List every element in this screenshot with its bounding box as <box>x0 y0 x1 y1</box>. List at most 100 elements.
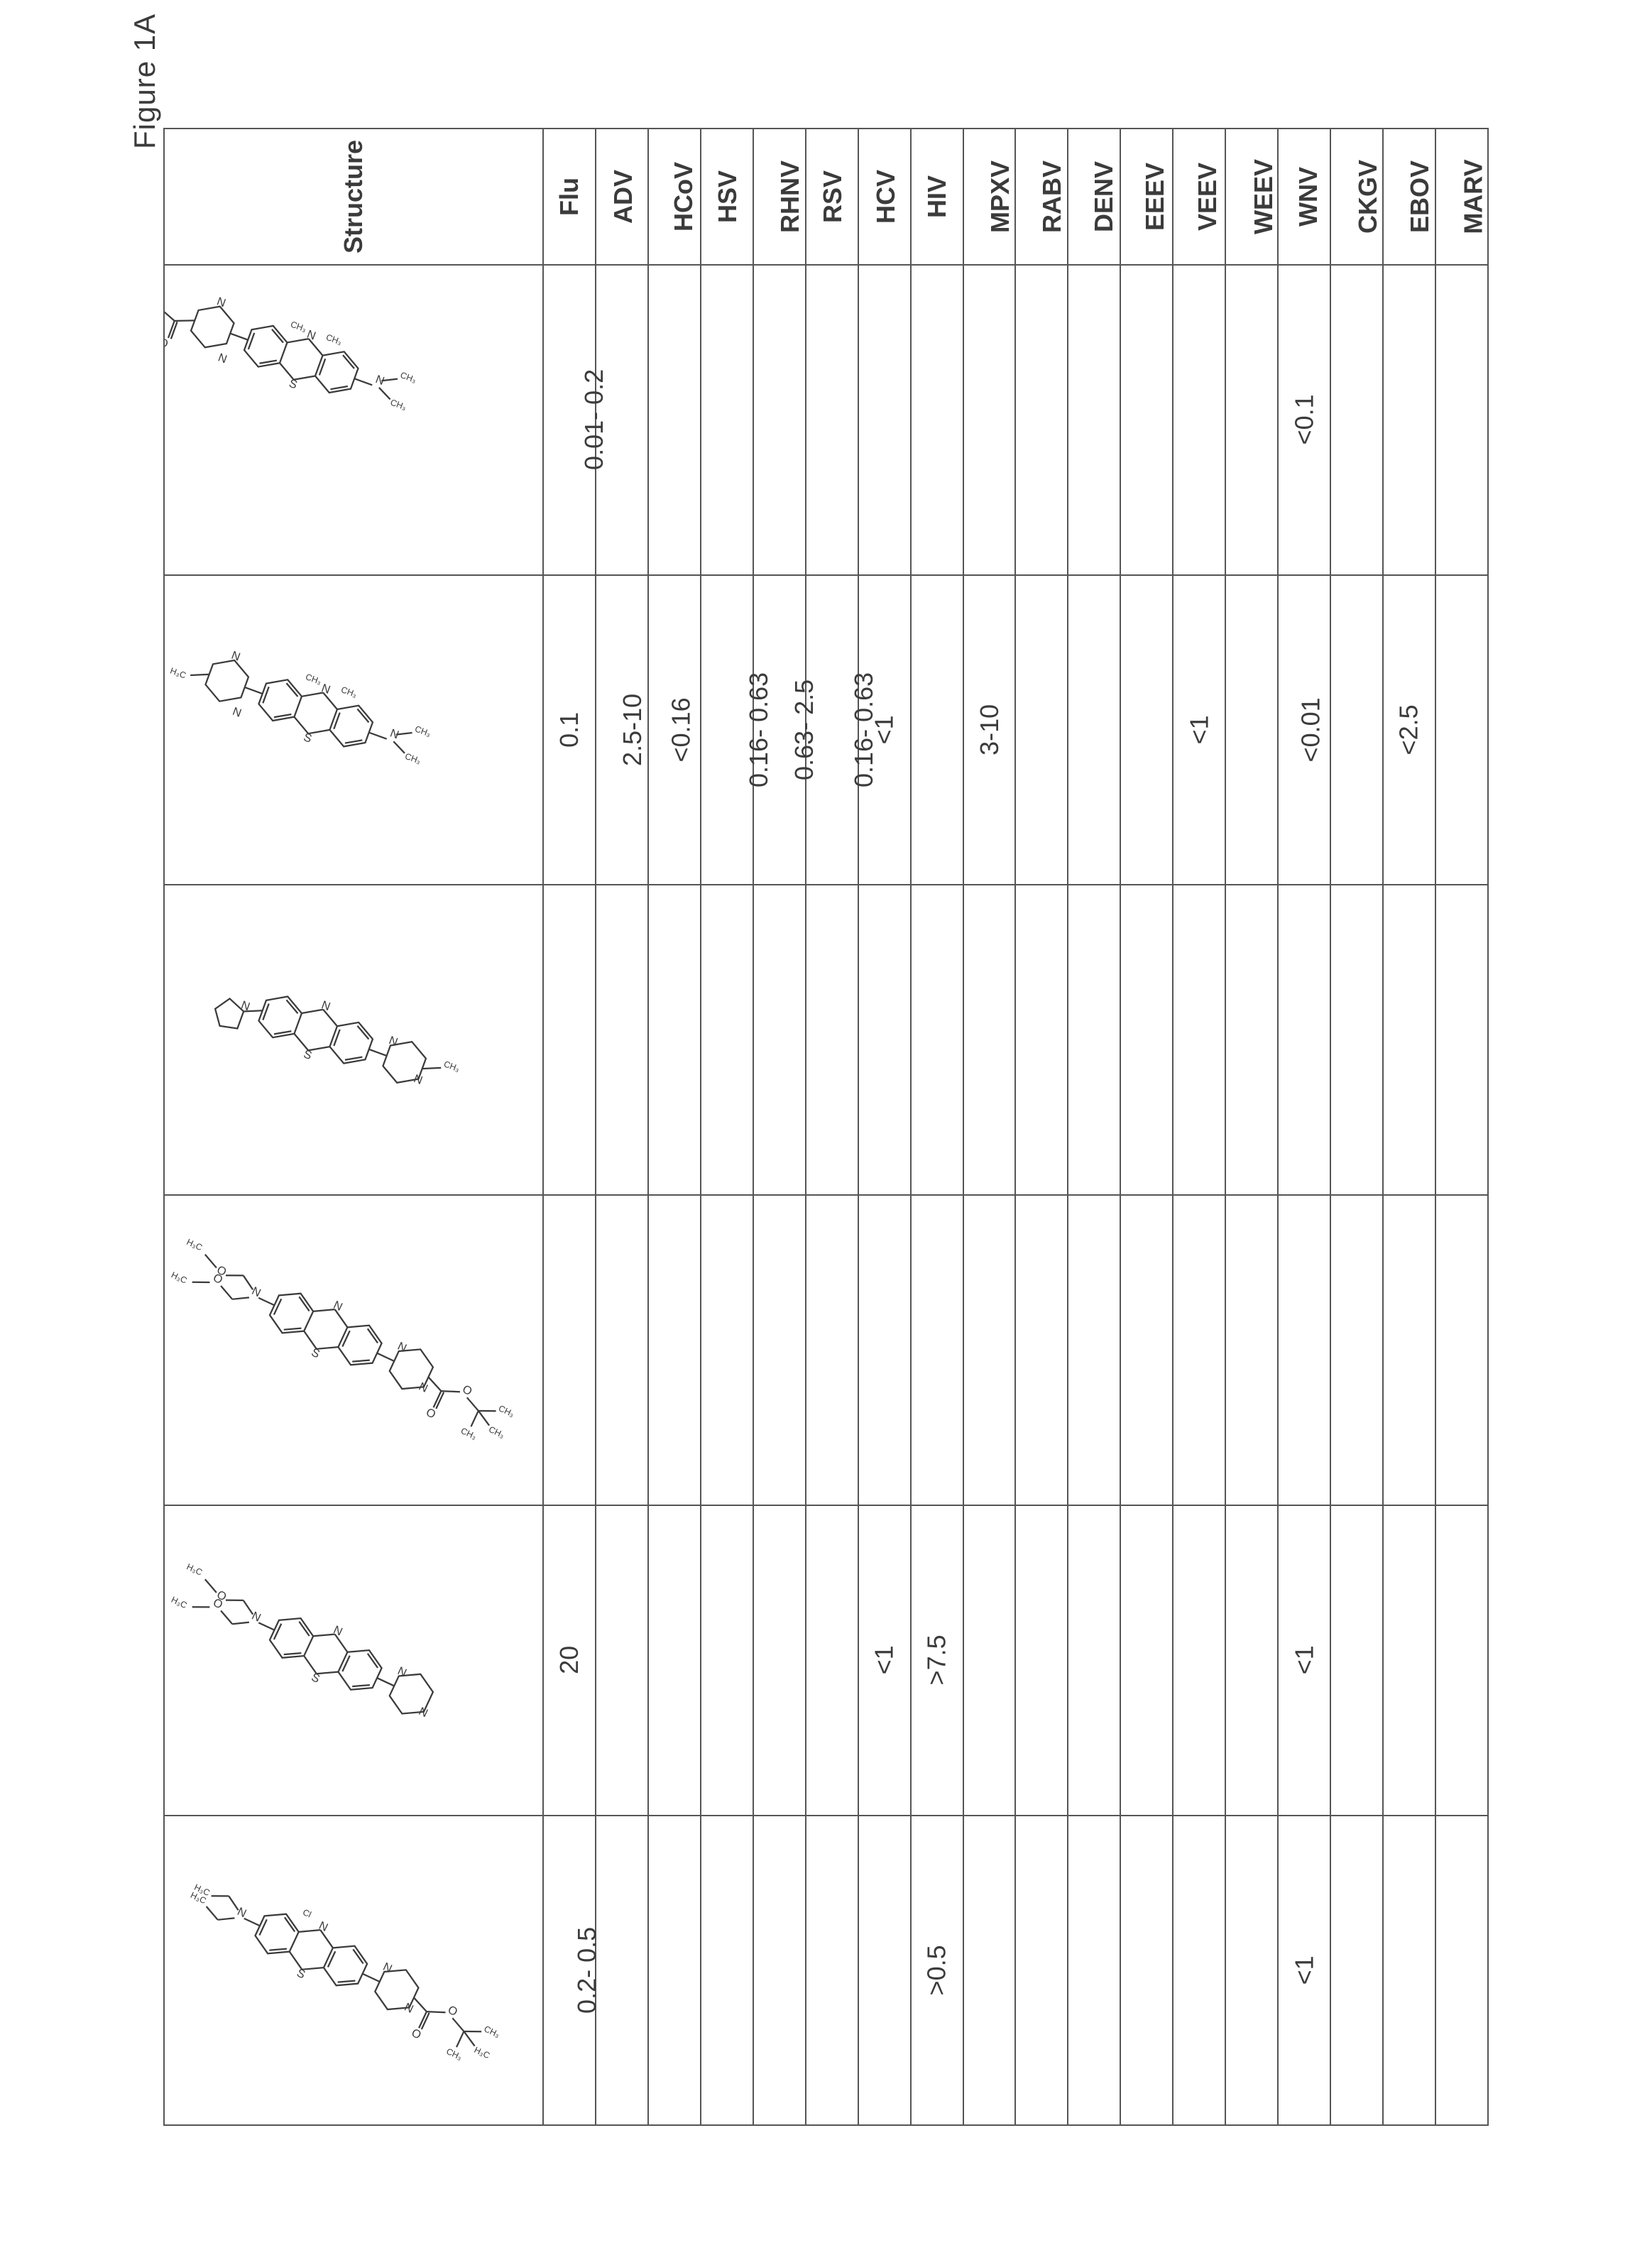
cell <box>1225 885 1278 1195</box>
col-header-mpxv: MPXV <box>963 129 1016 265</box>
activity-table: Structure Flu ADV HCoV HSV RHNV RSV HCV … <box>163 128 1489 2126</box>
svg-text:N: N <box>412 1072 424 1087</box>
col-header-hcov: HCoV <box>648 129 701 265</box>
cell <box>1015 265 1068 575</box>
cell <box>1173 1195 1225 1505</box>
svg-text:CH₃: CH₃ <box>444 2046 464 2061</box>
structure-cell: NS NN CH₃ N <box>164 885 543 1195</box>
cell <box>1120 1816 1173 2126</box>
cell: >7.5 <box>911 1505 963 1816</box>
cell <box>701 885 753 1195</box>
svg-text:N: N <box>387 1034 399 1049</box>
cell <box>543 1195 596 1505</box>
cell <box>1120 575 1173 885</box>
table-row: NS NN O O CH₃ CH₃ CH₃ <box>164 1195 1488 1505</box>
svg-text:CH₃: CH₃ <box>304 672 322 687</box>
structure-cell: NS CH₃CH₃ N CH₃ CH₃ NN H₃C <box>164 575 543 885</box>
svg-text:CH₃: CH₃ <box>324 332 343 347</box>
svg-text:CH₃: CH₃ <box>389 398 407 413</box>
svg-text:S: S <box>288 377 299 392</box>
cell <box>1068 1816 1120 2126</box>
col-header-hsv: HSV <box>701 129 753 265</box>
svg-text:CH₃: CH₃ <box>413 724 432 738</box>
cell <box>1435 1816 1488 2126</box>
svg-text:H₃C: H₃C <box>169 665 187 680</box>
col-header-hcv: HCV <box>858 129 911 265</box>
svg-text:O: O <box>165 336 170 351</box>
table-row: NS CH₃CH₃ N CH₃ CH₃ NN <box>164 265 1488 575</box>
cell <box>1015 1816 1068 2126</box>
svg-text:N: N <box>229 648 241 663</box>
cell <box>753 885 806 1195</box>
cell <box>1225 575 1278 885</box>
svg-text:CH₃: CH₃ <box>483 2024 502 2039</box>
structure-cell: NS Cl N H₃C H₃C NN O <box>164 1816 543 2126</box>
cell: <2.5 <box>1383 575 1435 885</box>
cell <box>858 265 911 575</box>
svg-text:CH₃: CH₃ <box>403 751 422 766</box>
col-header-weev: WEEV <box>1225 129 1278 265</box>
cell <box>1330 885 1383 1195</box>
svg-text:N: N <box>417 1705 430 1720</box>
col-header-rhnv: RHNV <box>753 129 806 265</box>
svg-text:S: S <box>310 1346 322 1361</box>
cell: 0.2- 0.5 <box>543 1816 596 2126</box>
cell <box>753 265 806 575</box>
svg-text:N: N <box>403 2000 415 2015</box>
structure-cell: NS NN N OH₃C OH₃C <box>164 1505 543 1816</box>
cell <box>596 1505 648 1816</box>
table-row: NS Cl N H₃C H₃C NN O <box>164 1816 1488 2126</box>
cell <box>1330 1505 1383 1816</box>
svg-text:H₃C: H₃C <box>170 1595 189 1610</box>
cell <box>1173 1505 1225 1816</box>
cell <box>858 1816 911 2126</box>
svg-text:N: N <box>332 1299 344 1314</box>
svg-text:N: N <box>305 328 317 343</box>
svg-text:O: O <box>424 1406 437 1421</box>
figure-caption: Figure 1A <box>128 13 162 149</box>
cell <box>1015 1505 1068 1816</box>
cell: 3-10 <box>963 575 1016 885</box>
cell <box>911 1195 963 1505</box>
cell <box>911 265 963 575</box>
cell <box>911 575 963 885</box>
cell <box>1330 575 1383 885</box>
cell <box>648 265 701 575</box>
cell <box>1278 885 1330 1195</box>
cell <box>806 885 858 1195</box>
cell <box>1173 885 1225 1195</box>
col-header-adv: ADV <box>596 129 648 265</box>
cell <box>1330 265 1383 575</box>
molecule-diagram: NS NN N OH₃C OH₃C <box>165 1506 542 1811</box>
cell <box>753 1816 806 2126</box>
cell <box>1435 265 1488 575</box>
col-header-structure: Structure <box>164 129 543 265</box>
cell: 0.01- 0.2 <box>543 265 596 575</box>
svg-text:S: S <box>310 1671 322 1686</box>
svg-text:N: N <box>319 682 332 697</box>
cell <box>596 885 648 1195</box>
cell <box>1015 575 1068 885</box>
col-header-rabv: RABV <box>1015 129 1068 265</box>
cell <box>858 885 911 1195</box>
svg-text:O: O <box>410 2026 423 2041</box>
cell <box>858 1195 911 1505</box>
cell <box>1068 575 1120 885</box>
col-header-flu: Flu <box>543 129 596 265</box>
cell <box>1225 1195 1278 1505</box>
svg-text:O: O <box>446 2003 459 2019</box>
col-header-eeev: EEEV <box>1120 129 1173 265</box>
svg-text:H₃C: H₃C <box>170 1270 189 1285</box>
cell: 20 <box>543 1505 596 1816</box>
svg-text:N: N <box>319 999 332 1014</box>
molecule-diagram: NS NN O O CH₃ CH₃ CH₃ <box>165 1196 542 1501</box>
svg-text:N: N <box>332 1623 344 1638</box>
cell <box>1068 885 1120 1195</box>
cell <box>753 1505 806 1816</box>
molecule-diagram: NS CH₃CH₃ N CH₃ CH₃ NN H₃C <box>165 576 542 881</box>
cell <box>648 1816 701 2126</box>
cell <box>1383 265 1435 575</box>
cell: 0.1 <box>543 575 596 885</box>
cell <box>1120 265 1173 575</box>
cell <box>806 265 858 575</box>
